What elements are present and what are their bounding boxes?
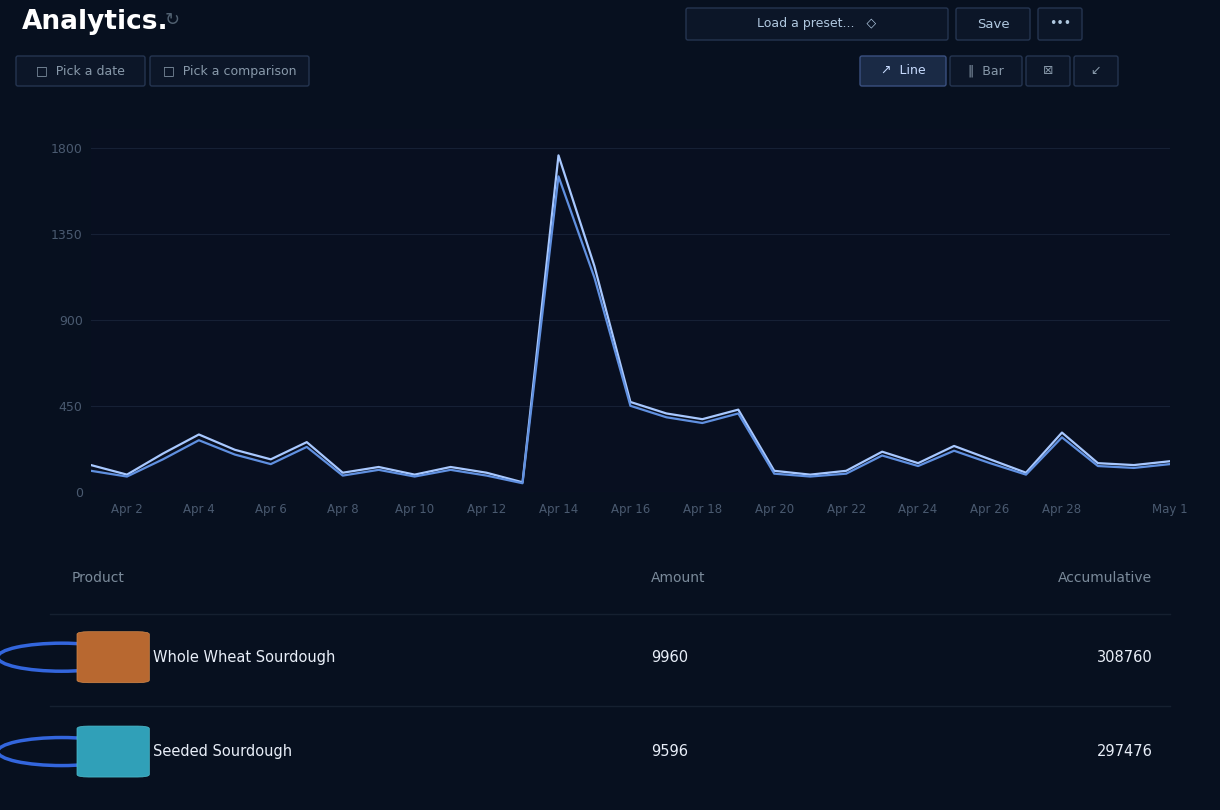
- Text: 308760: 308760: [1097, 650, 1153, 665]
- Text: ⊠: ⊠: [1043, 65, 1053, 78]
- Text: Whole Wheat Sourdough: Whole Wheat Sourdough: [152, 650, 336, 665]
- Text: Seeded Sourdough: Seeded Sourdough: [152, 744, 292, 759]
- Text: ↻: ↻: [165, 11, 181, 29]
- Text: Accumulative: Accumulative: [1058, 571, 1153, 585]
- Text: ‖  Bar: ‖ Bar: [969, 65, 1004, 78]
- Text: ↗  Line: ↗ Line: [881, 65, 925, 78]
- Text: Product: Product: [71, 571, 124, 585]
- Text: Save: Save: [977, 18, 1009, 31]
- FancyBboxPatch shape: [77, 726, 149, 777]
- Text: Analytics.: Analytics.: [22, 9, 168, 35]
- FancyBboxPatch shape: [1074, 56, 1118, 86]
- Text: ↙: ↙: [1091, 65, 1102, 78]
- FancyBboxPatch shape: [77, 632, 149, 683]
- Text: Load a preset...   ◇: Load a preset... ◇: [758, 18, 876, 31]
- Text: •••: •••: [1049, 18, 1071, 31]
- Text: Amount: Amount: [650, 571, 705, 585]
- Text: 9960: 9960: [650, 650, 688, 665]
- Text: □  Pick a date: □ Pick a date: [37, 65, 124, 78]
- FancyBboxPatch shape: [16, 56, 145, 86]
- Text: 9596: 9596: [650, 744, 688, 759]
- FancyBboxPatch shape: [1038, 8, 1082, 40]
- Text: 297476: 297476: [1097, 744, 1153, 759]
- FancyBboxPatch shape: [150, 56, 309, 86]
- FancyBboxPatch shape: [860, 56, 946, 86]
- FancyBboxPatch shape: [1026, 56, 1070, 86]
- Text: □  Pick a comparison: □ Pick a comparison: [162, 65, 296, 78]
- FancyBboxPatch shape: [956, 8, 1030, 40]
- FancyBboxPatch shape: [950, 56, 1022, 86]
- FancyBboxPatch shape: [686, 8, 948, 40]
